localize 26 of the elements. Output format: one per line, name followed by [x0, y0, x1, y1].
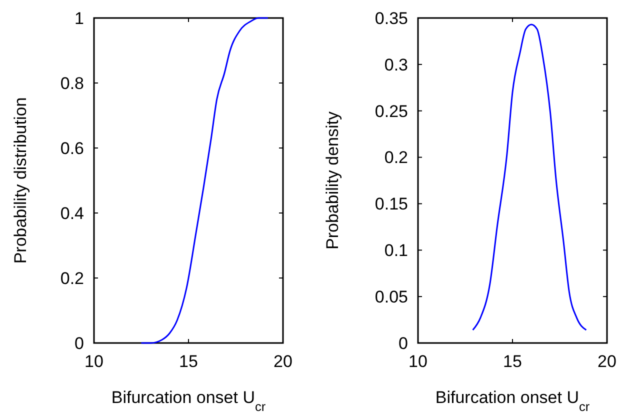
y-tick-label: 0.15 [374, 194, 408, 214]
x-tick-label: 15 [503, 352, 522, 371]
y-tick-label: 0.25 [374, 102, 408, 121]
y-tick-label: 0 [74, 334, 84, 353]
x-axis-title: Bifurcation onset U$_{cr}$ [435, 388, 590, 413]
x-axis-title: Bifurcation onset U$_{cr}$ [111, 388, 266, 413]
y-tick-label: 1 [74, 8, 84, 28]
y-axis-title: Probability density [323, 111, 342, 250]
x-tick-label: 10 [408, 352, 428, 371]
x-tick-label: 15 [179, 352, 198, 371]
x-tick-label: 10 [84, 352, 104, 371]
y-tick-label: 0.8 [60, 74, 84, 93]
x-tick-label: 20 [598, 352, 616, 371]
y-tick-label: 0.35 [374, 8, 408, 28]
y-tick-label: 0.2 [60, 268, 84, 288]
y-tick-label: 0.4 [60, 204, 84, 223]
y-tick-label: 0.05 [374, 288, 408, 307]
line-series [140, 17, 269, 344]
y-tick-label: 0.3 [384, 55, 408, 74]
y-axis-title: Probability distribution [11, 97, 30, 264]
y-tick-label: 0.1 [384, 241, 408, 260]
y-tick-label: 0 [398, 334, 408, 353]
y-tick-label: 0.2 [384, 148, 408, 168]
y-tick-label: 0.6 [60, 138, 84, 158]
line-series [472, 24, 587, 331]
x-tick-label: 20 [274, 352, 292, 371]
